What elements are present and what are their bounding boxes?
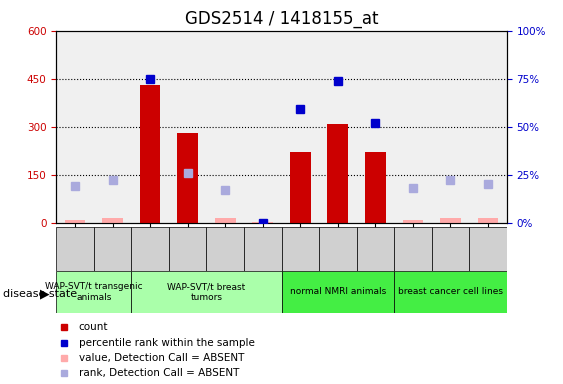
FancyBboxPatch shape — [282, 227, 319, 271]
FancyBboxPatch shape — [244, 227, 282, 271]
Text: WAP-SVT/t breast
tumors: WAP-SVT/t breast tumors — [167, 282, 245, 301]
FancyBboxPatch shape — [56, 227, 94, 271]
FancyBboxPatch shape — [169, 227, 207, 271]
FancyBboxPatch shape — [131, 227, 169, 271]
Text: percentile rank within the sample: percentile rank within the sample — [79, 338, 254, 348]
FancyBboxPatch shape — [94, 227, 131, 271]
Text: breast cancer cell lines: breast cancer cell lines — [398, 287, 503, 296]
Text: normal NMRI animals: normal NMRI animals — [290, 287, 386, 296]
Text: disease state: disease state — [3, 289, 77, 299]
Bar — [477, 218, 498, 223]
FancyBboxPatch shape — [432, 227, 469, 271]
Bar — [215, 218, 235, 223]
FancyBboxPatch shape — [282, 271, 394, 313]
Title: GDS2514 / 1418155_at: GDS2514 / 1418155_at — [185, 10, 378, 28]
FancyBboxPatch shape — [394, 271, 507, 313]
Text: value, Detection Call = ABSENT: value, Detection Call = ABSENT — [79, 353, 244, 363]
FancyBboxPatch shape — [319, 227, 356, 271]
Bar — [440, 218, 461, 223]
Text: ▶: ▶ — [40, 287, 50, 300]
FancyBboxPatch shape — [56, 271, 131, 313]
Bar — [290, 152, 311, 223]
FancyBboxPatch shape — [469, 227, 507, 271]
Bar — [177, 133, 198, 223]
FancyBboxPatch shape — [131, 271, 282, 313]
Text: count: count — [79, 322, 108, 332]
Bar — [403, 220, 423, 223]
Bar — [65, 220, 86, 223]
Text: WAP-SVT/t transgenic
animals: WAP-SVT/t transgenic animals — [45, 282, 142, 301]
Bar — [140, 85, 160, 223]
Bar — [365, 152, 386, 223]
Bar — [252, 222, 273, 223]
Text: rank, Detection Call = ABSENT: rank, Detection Call = ABSENT — [79, 368, 239, 378]
FancyBboxPatch shape — [356, 227, 394, 271]
FancyBboxPatch shape — [207, 227, 244, 271]
Bar — [328, 124, 348, 223]
FancyBboxPatch shape — [394, 227, 432, 271]
Bar — [102, 218, 123, 223]
